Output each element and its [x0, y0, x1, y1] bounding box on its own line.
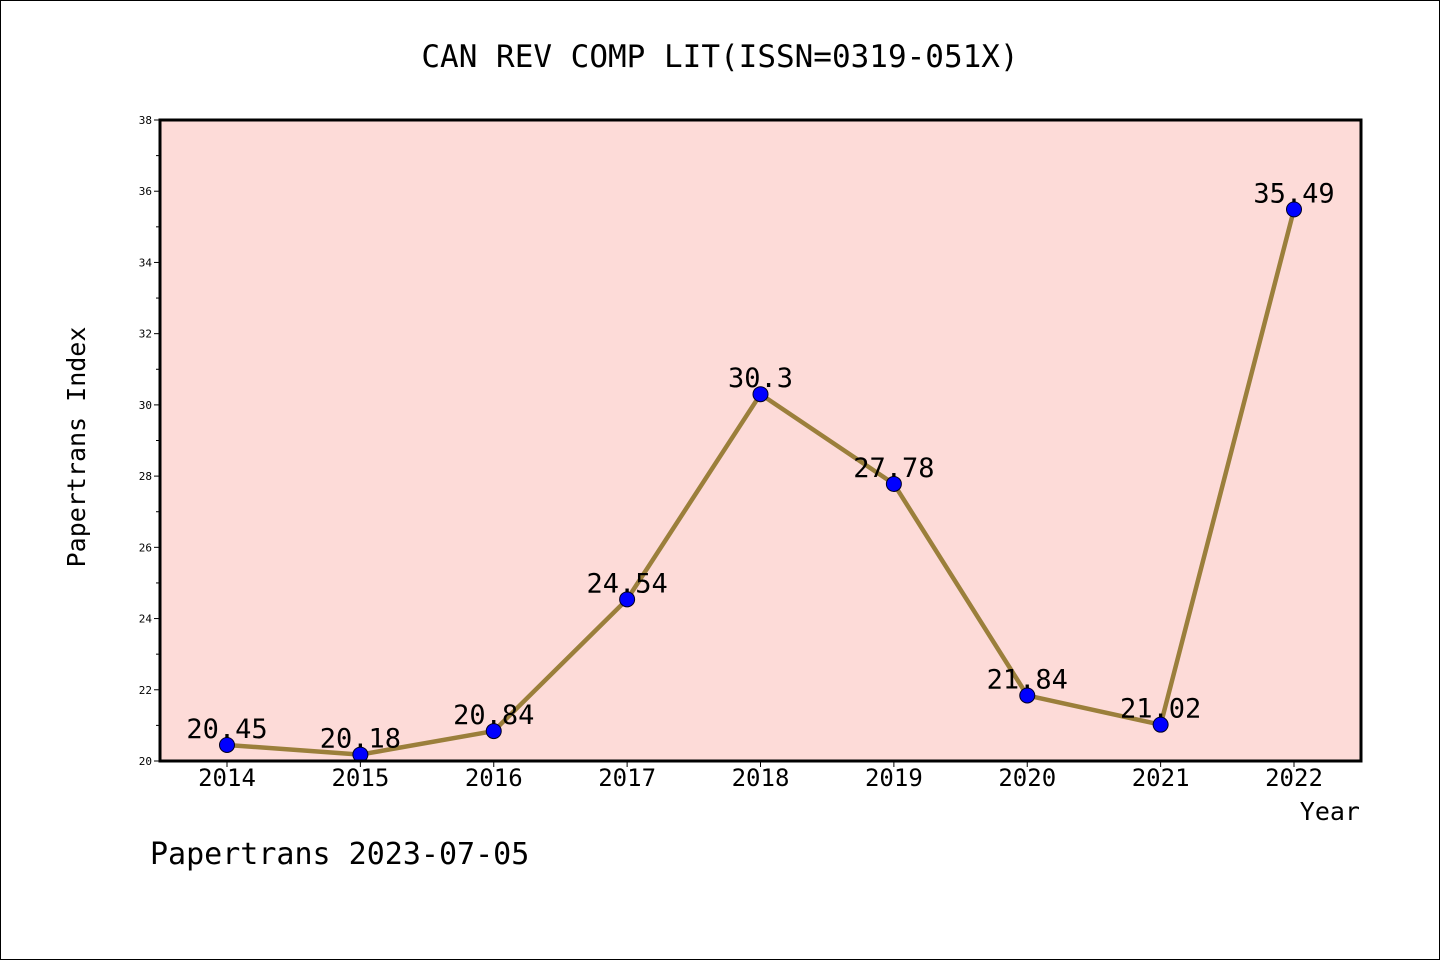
x-axis: 2014 2015 2016 2017 2018 2019 2020 2021 2022 — [198, 761, 1323, 792]
data-label: 27.78 — [853, 453, 934, 484]
data-point — [485, 723, 502, 740]
y-tick-label: 26 — [139, 541, 152, 554]
x-tick-label: 2018 — [732, 764, 790, 792]
chart-title: CAN REV COMP LIT(ISSN=0319-051X) — [421, 39, 1018, 75]
plot-area — [160, 120, 1361, 761]
y-axis-label: Papertrans Index — [62, 327, 91, 568]
data-label: 35.49 — [1253, 178, 1334, 209]
x-tick-label: 2017 — [598, 764, 656, 792]
y-tick-label: 32 — [139, 328, 152, 341]
y-tick-label: 20 — [139, 755, 152, 768]
data-point — [752, 386, 769, 403]
y-tick-label: 24 — [139, 613, 153, 626]
data-labels: 20.45 20.18 20.84 24.54 30.3 27.78 21.84 21.02 3… — [186, 178, 1334, 754]
y-tick-label: 38 — [139, 114, 152, 127]
data-label: 20.45 — [186, 714, 267, 745]
data-point — [1019, 687, 1036, 704]
y-tick-label: 30 — [139, 399, 152, 412]
data-point — [219, 736, 235, 753]
data-label: 20.84 — [453, 700, 534, 731]
y-tick-label: 22 — [139, 684, 152, 697]
x-tick-label: 2019 — [865, 764, 923, 792]
data-label: 20.18 — [320, 724, 401, 755]
x-tick-label: 2021 — [1132, 764, 1190, 792]
x-axis-label: Year — [1300, 797, 1360, 826]
y-tick-label: 36 — [139, 185, 152, 198]
y-tick-label: 34 — [139, 256, 153, 269]
data-point — [619, 591, 636, 608]
data-point — [1286, 201, 1302, 218]
data-label: 21.02 — [1120, 694, 1201, 725]
x-tick-label: 2016 — [465, 764, 523, 792]
x-tick-label: 2022 — [1265, 764, 1323, 792]
series-layer — [219, 201, 1302, 763]
x-tick-label: 2020 — [998, 764, 1056, 792]
data-point — [885, 475, 902, 492]
x-tick-label: 2014 — [198, 764, 256, 792]
plot-frame — [158, 118, 1363, 763]
x-tick-label: 2015 — [331, 764, 389, 792]
y-tick-label: 28 — [139, 470, 152, 483]
data-label: 30.3 — [728, 363, 793, 394]
data-label: 21.84 — [987, 664, 1068, 695]
data-label: 24.54 — [586, 568, 667, 599]
footer-credit: Papertrans 2023-07-05 — [150, 837, 529, 872]
data-point — [1152, 716, 1169, 733]
